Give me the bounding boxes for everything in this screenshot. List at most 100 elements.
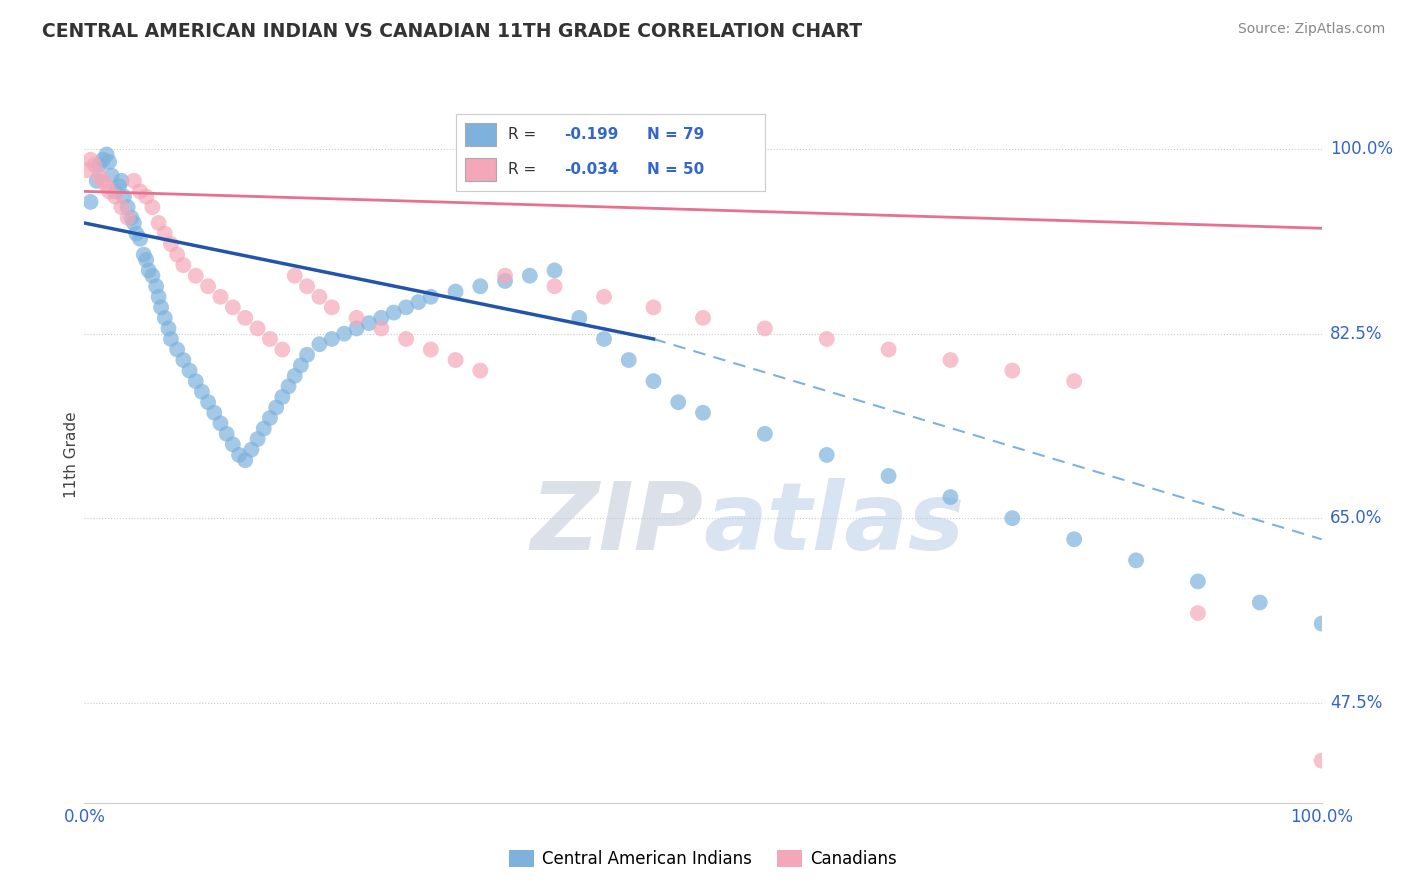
Point bbox=[179, 363, 201, 377]
Point bbox=[382, 305, 405, 319]
Point bbox=[120, 211, 142, 225]
Point bbox=[209, 290, 232, 304]
Point bbox=[259, 332, 281, 346]
Point bbox=[939, 353, 962, 368]
Point bbox=[76, 163, 98, 178]
Point bbox=[295, 348, 318, 362]
Point bbox=[228, 448, 250, 462]
Point bbox=[246, 432, 269, 446]
Point bbox=[233, 310, 256, 325]
Point bbox=[86, 174, 108, 188]
Text: Source: ZipAtlas.com: Source: ZipAtlas.com bbox=[1237, 22, 1385, 37]
Point bbox=[166, 247, 188, 261]
Point bbox=[395, 301, 418, 315]
Point bbox=[141, 268, 163, 283]
Point bbox=[939, 490, 962, 504]
Point bbox=[153, 310, 176, 325]
Point bbox=[253, 421, 276, 435]
Point bbox=[96, 179, 118, 194]
Point bbox=[877, 469, 900, 483]
Point bbox=[259, 411, 281, 425]
Point bbox=[308, 337, 330, 351]
Text: 47.5%: 47.5% bbox=[1330, 694, 1382, 712]
Point bbox=[395, 332, 418, 346]
Point bbox=[117, 211, 139, 225]
Point bbox=[277, 379, 299, 393]
Point bbox=[222, 301, 245, 315]
Point bbox=[89, 158, 111, 172]
Point bbox=[295, 279, 318, 293]
Legend: Central American Indians, Canadians: Central American Indians, Canadians bbox=[502, 843, 904, 874]
Point bbox=[112, 189, 135, 203]
Point bbox=[290, 359, 312, 373]
Point bbox=[215, 426, 238, 441]
Point bbox=[1001, 511, 1024, 525]
Point bbox=[543, 279, 565, 293]
Point bbox=[96, 147, 118, 161]
Point bbox=[444, 285, 467, 299]
Point bbox=[1187, 606, 1209, 620]
Point bbox=[444, 353, 467, 368]
Point bbox=[643, 301, 665, 315]
Point bbox=[1125, 553, 1147, 567]
Point bbox=[89, 169, 111, 183]
Point bbox=[108, 179, 131, 194]
Point bbox=[815, 332, 838, 346]
Point bbox=[357, 316, 380, 330]
Point bbox=[419, 343, 441, 357]
Point bbox=[160, 237, 183, 252]
Point bbox=[141, 200, 163, 214]
Y-axis label: 11th Grade: 11th Grade bbox=[63, 411, 79, 499]
Point bbox=[692, 310, 714, 325]
Point bbox=[308, 290, 330, 304]
Point bbox=[346, 310, 368, 325]
Point bbox=[110, 200, 132, 214]
Point bbox=[160, 332, 183, 346]
Point bbox=[666, 395, 689, 409]
Point bbox=[132, 247, 155, 261]
Point bbox=[79, 194, 101, 209]
Text: 100.0%: 100.0% bbox=[1330, 140, 1393, 158]
Point bbox=[494, 274, 516, 288]
Point bbox=[815, 448, 838, 462]
Point bbox=[370, 310, 392, 325]
Point bbox=[153, 227, 176, 241]
Point bbox=[197, 395, 219, 409]
Point bbox=[191, 384, 214, 399]
Point bbox=[91, 153, 114, 167]
Point bbox=[117, 200, 139, 214]
Point bbox=[1310, 754, 1333, 768]
Point bbox=[568, 310, 591, 325]
Point bbox=[148, 216, 170, 230]
Point bbox=[754, 321, 776, 335]
Point bbox=[264, 401, 287, 415]
Point bbox=[125, 227, 148, 241]
Point bbox=[494, 268, 516, 283]
Point bbox=[692, 406, 714, 420]
Point bbox=[209, 417, 232, 431]
Point bbox=[129, 232, 152, 246]
Point bbox=[419, 290, 441, 304]
Point bbox=[333, 326, 356, 341]
Point bbox=[197, 279, 219, 293]
Point bbox=[184, 374, 207, 388]
Point bbox=[98, 154, 121, 169]
Point bbox=[100, 169, 122, 183]
Point bbox=[135, 252, 157, 267]
Point bbox=[470, 363, 492, 377]
Point bbox=[129, 185, 152, 199]
Point bbox=[271, 390, 294, 404]
Point bbox=[1063, 374, 1085, 388]
Point bbox=[408, 295, 430, 310]
Point bbox=[83, 158, 105, 172]
Point bbox=[166, 343, 188, 357]
Point bbox=[122, 216, 145, 230]
Point bbox=[172, 353, 194, 368]
Point bbox=[91, 174, 114, 188]
Point bbox=[98, 185, 121, 199]
Point bbox=[1310, 616, 1333, 631]
Point bbox=[754, 426, 776, 441]
Point bbox=[1063, 533, 1085, 547]
Text: ZIP: ZIP bbox=[530, 478, 703, 571]
Point bbox=[321, 332, 343, 346]
